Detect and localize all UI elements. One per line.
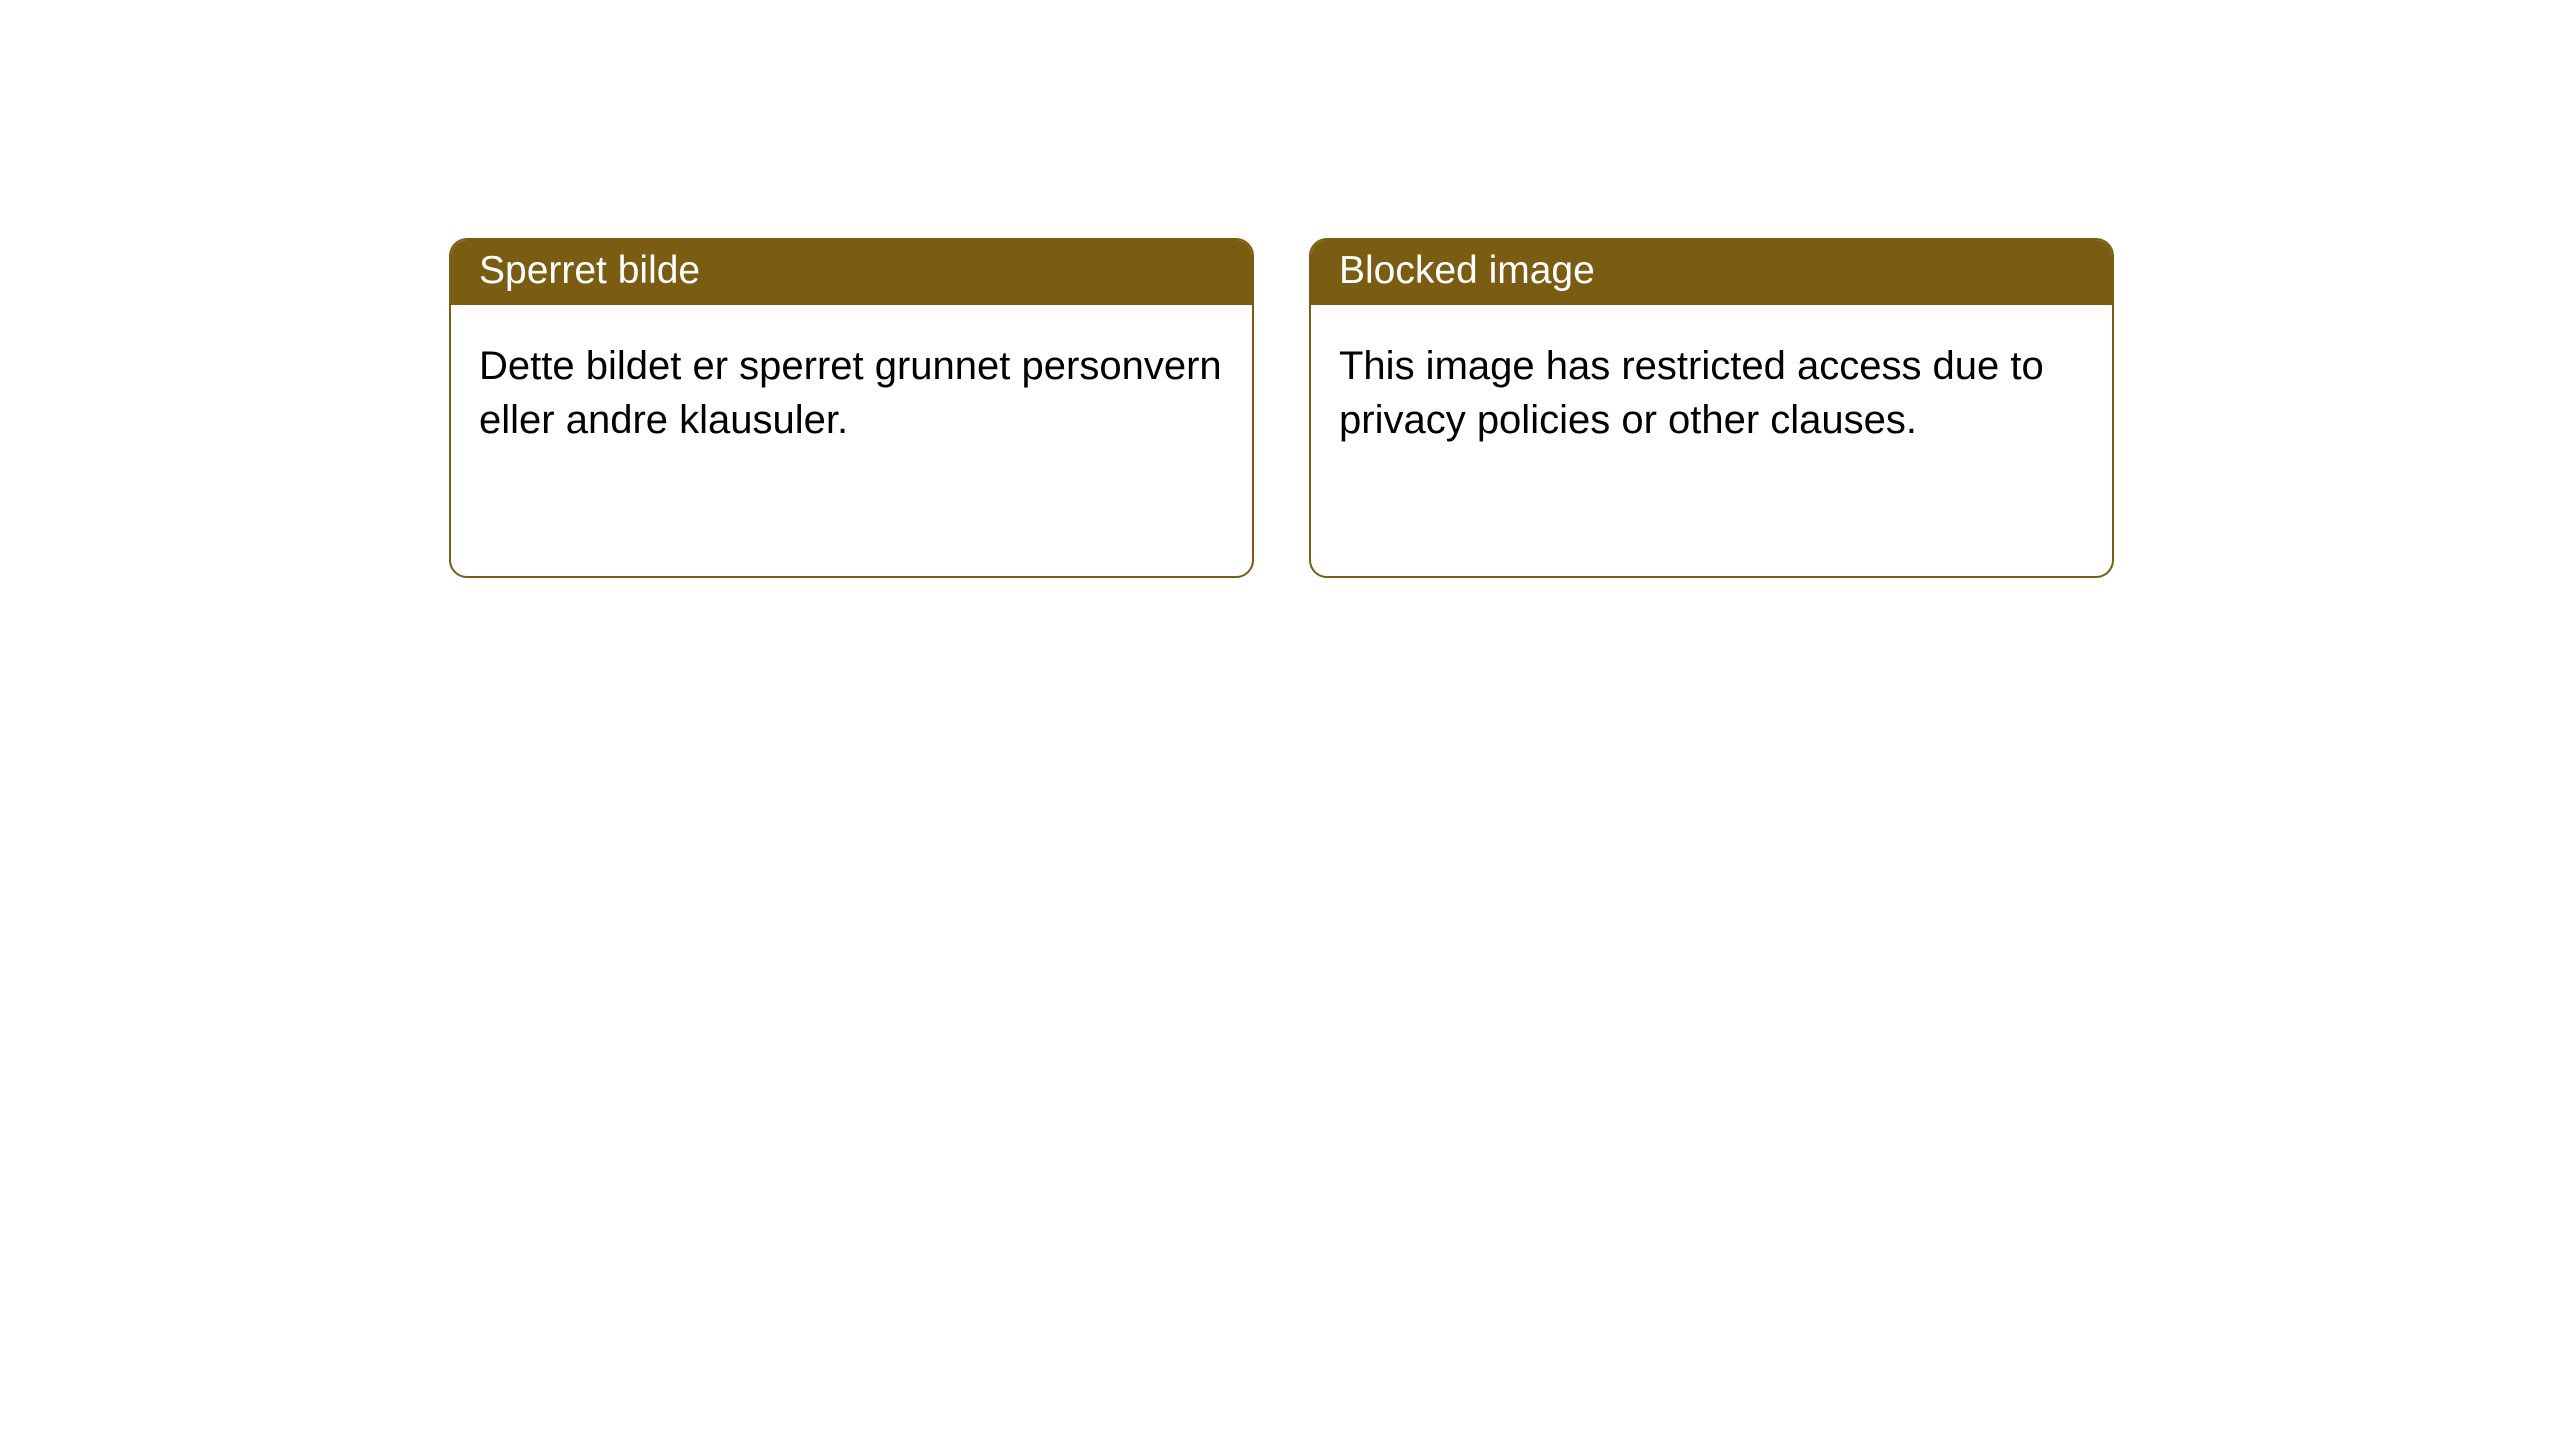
panel-header-norwegian: Sperret bilde	[451, 240, 1252, 305]
notice-panel-norwegian: Sperret bilde Dette bildet er sperret gr…	[449, 238, 1254, 578]
panel-body-norwegian: Dette bildet er sperret grunnet personve…	[451, 305, 1252, 475]
panel-body-english: This image has restricted access due to …	[1311, 305, 2112, 475]
notice-panels-container: Sperret bilde Dette bildet er sperret gr…	[449, 238, 2114, 578]
notice-panel-english: Blocked image This image has restricted …	[1309, 238, 2114, 578]
panel-header-english: Blocked image	[1311, 240, 2112, 305]
